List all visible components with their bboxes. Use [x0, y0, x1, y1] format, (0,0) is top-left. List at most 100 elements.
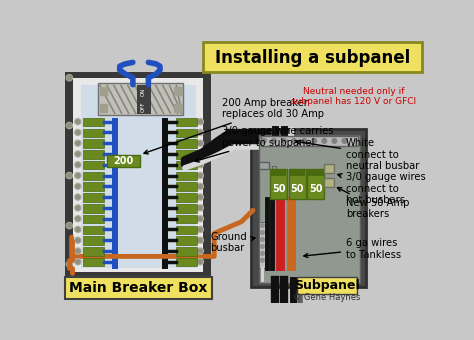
Circle shape [75, 140, 81, 146]
Circle shape [75, 216, 81, 222]
Circle shape [197, 172, 203, 178]
Circle shape [198, 184, 202, 188]
Circle shape [75, 129, 81, 136]
Text: Main Breaker Box: Main Breaker Box [69, 281, 208, 295]
Bar [175, 150, 197, 158]
Bar [73, 78, 203, 272]
Circle shape [198, 217, 202, 221]
Circle shape [262, 139, 266, 143]
Circle shape [66, 261, 73, 267]
Bar [112, 118, 118, 269]
Bar [259, 135, 360, 283]
Circle shape [198, 174, 202, 177]
Text: © Gene Haynes: © Gene Haynes [293, 293, 360, 302]
Circle shape [76, 227, 80, 232]
Circle shape [76, 174, 80, 177]
Bar [324, 164, 334, 173]
Circle shape [76, 141, 80, 145]
Text: OFF: OFF [141, 102, 146, 112]
Circle shape [75, 162, 81, 168]
Bar [289, 169, 306, 199]
Circle shape [75, 237, 81, 243]
Circle shape [198, 163, 202, 167]
Circle shape [260, 238, 264, 241]
Circle shape [302, 139, 307, 143]
Text: 3/0 gauge wires
connect to
hot busbars: 3/0 gauge wires connect to hot busbars [338, 172, 426, 205]
Circle shape [198, 120, 202, 123]
Circle shape [197, 151, 203, 157]
Circle shape [76, 195, 80, 199]
Text: 50: 50 [272, 184, 285, 194]
Bar [175, 226, 197, 234]
Bar [175, 172, 197, 180]
Circle shape [260, 244, 264, 248]
Bar [175, 215, 197, 223]
Text: Subpanel: Subpanel [294, 279, 359, 292]
Bar [82, 258, 104, 267]
Text: ON: ON [141, 87, 146, 96]
Bar [81, 85, 196, 268]
Bar [98, 83, 183, 116]
Bar [270, 169, 287, 199]
Bar [107, 155, 140, 167]
Circle shape [198, 249, 202, 253]
Circle shape [67, 75, 72, 80]
Circle shape [75, 151, 81, 157]
Bar [65, 72, 211, 276]
Text: New 50 Amp
breakers: New 50 Amp breakers [337, 188, 410, 219]
Circle shape [198, 141, 202, 145]
Text: 3/0 gauge wire carries
power to subpanel: 3/0 gauge wire carries power to subpanel [195, 126, 334, 162]
Bar [175, 129, 197, 137]
Bar [162, 118, 168, 269]
Circle shape [198, 238, 202, 242]
Text: Installing a subpanel: Installing a subpanel [215, 49, 410, 67]
FancyBboxPatch shape [64, 277, 212, 299]
Circle shape [75, 172, 81, 178]
Bar [82, 215, 104, 223]
Text: 200: 200 [113, 156, 134, 166]
Circle shape [260, 231, 264, 235]
Bar [82, 129, 104, 137]
Circle shape [76, 152, 80, 156]
Text: 50: 50 [309, 184, 322, 194]
Circle shape [75, 119, 81, 125]
Bar [175, 236, 197, 245]
Circle shape [76, 131, 80, 134]
Bar [259, 163, 268, 169]
Circle shape [197, 226, 203, 233]
Circle shape [260, 251, 264, 255]
Circle shape [197, 194, 203, 200]
Circle shape [197, 162, 203, 168]
Text: Ground
busbar: Ground busbar [210, 232, 255, 253]
Circle shape [197, 183, 203, 189]
Text: Neutral needed only if
subpanel has 120 V or GFCI: Neutral needed only if subpanel has 120 … [291, 87, 416, 106]
Bar [175, 247, 197, 256]
FancyBboxPatch shape [203, 41, 422, 72]
Circle shape [76, 206, 80, 210]
Circle shape [76, 260, 80, 264]
Bar [259, 222, 265, 268]
Bar [82, 150, 104, 158]
Bar [308, 170, 324, 176]
Circle shape [197, 119, 203, 125]
Circle shape [66, 172, 73, 178]
Circle shape [312, 139, 317, 143]
Circle shape [198, 152, 202, 156]
Bar [82, 236, 104, 245]
Circle shape [66, 75, 73, 81]
Bar [175, 258, 197, 267]
Bar [175, 183, 197, 191]
Circle shape [76, 217, 80, 221]
Bar [175, 139, 197, 148]
Bar [175, 118, 197, 126]
Bar [82, 118, 104, 126]
Circle shape [76, 238, 80, 242]
Circle shape [197, 248, 203, 254]
Circle shape [282, 139, 286, 143]
Bar [174, 87, 182, 95]
Circle shape [272, 139, 276, 143]
Circle shape [342, 139, 347, 143]
Circle shape [197, 259, 203, 265]
Circle shape [76, 184, 80, 188]
Bar [82, 193, 104, 202]
